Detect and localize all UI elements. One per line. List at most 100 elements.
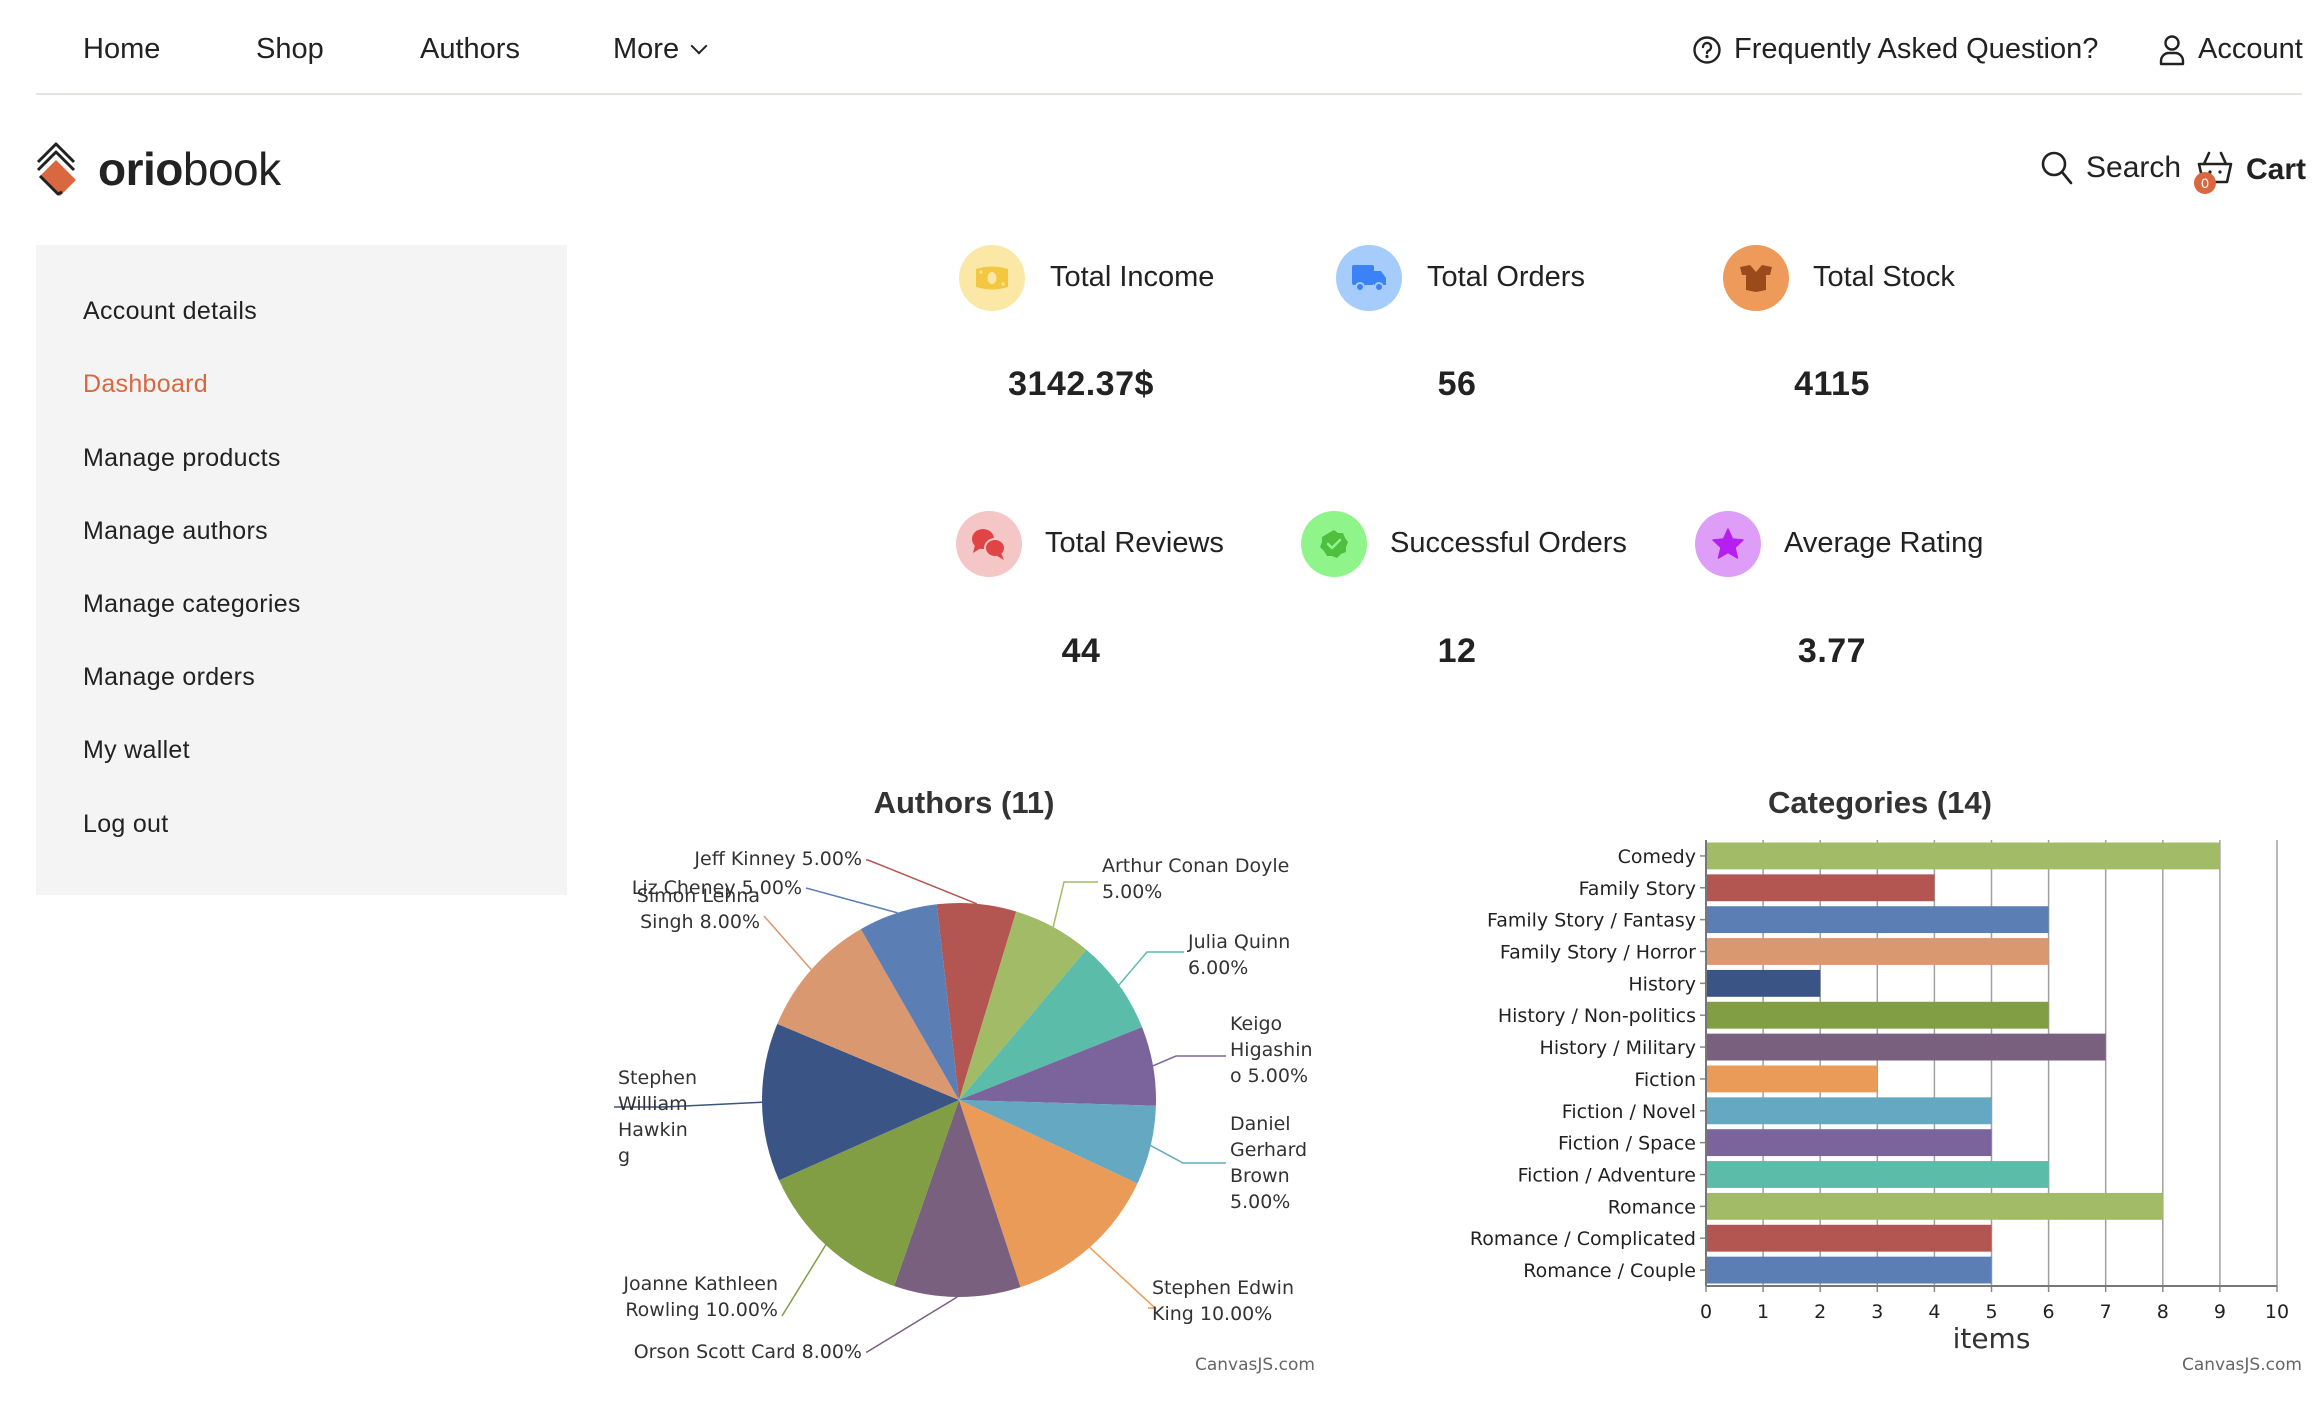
sidebar-item-manage-authors[interactable]: Manage authors <box>83 517 268 545</box>
pie-leader-line <box>1052 881 1098 928</box>
sidebar-item-dashboard[interactable]: Dashboard <box>83 370 209 398</box>
bar-category-label: Fiction / Adventure <box>1518 1165 1696 1187</box>
pie-slice[interactable] <box>959 949 1143 1100</box>
stat-successful-label: Successful Orders <box>1390 527 1627 559</box>
bar-category-label: Comedy <box>1618 846 1696 868</box>
pie-slice-label: Jeff Kinney 5.00% <box>693 848 862 870</box>
pie-leader-line <box>781 1244 827 1317</box>
pie-slice-label: Stephen William Hawkin g <box>618 1067 697 1167</box>
money-icon <box>976 266 1008 290</box>
logo[interactable]: oriobook <box>34 140 281 198</box>
pie-slice-label: Julia Quinn 6.00% <box>1187 931 1290 979</box>
bar[interactable] <box>1706 1161 2049 1188</box>
pie-slice[interactable] <box>779 1100 959 1287</box>
cart-icon-wrap: 0 <box>2194 150 2234 194</box>
nav-home[interactable]: Home <box>83 33 160 66</box>
bar[interactable] <box>1706 1065 1878 1093</box>
search-label: Search <box>2086 151 2182 184</box>
pie-leader-line <box>805 887 898 914</box>
nav-shop[interactable]: Shop <box>256 33 324 66</box>
sidebar-item-manage-categories[interactable]: Manage categories <box>83 590 301 618</box>
pie-chart-credit[interactable]: CanvasJS.com <box>1195 1355 1315 1375</box>
stat-stock-icon-wrap <box>1723 245 1789 311</box>
stat-orders-icon-wrap <box>1336 245 1402 311</box>
pie-slice[interactable] <box>959 1100 1138 1288</box>
nav-authors[interactable]: Authors <box>420 33 520 66</box>
sidebar-item-manage-orders[interactable]: Manage orders <box>83 663 256 691</box>
bar-x-tick-label: 5 <box>1985 1301 1997 1323</box>
logo-text-light: book <box>182 143 281 195</box>
pie-slice[interactable] <box>860 904 959 1100</box>
pie-slice-label: Simon Lehna Singh 8.00% <box>637 885 760 933</box>
pie-leader-line <box>1118 951 1184 986</box>
pie-leader-line <box>763 915 812 971</box>
bar[interactable] <box>1706 1129 1992 1157</box>
pie-slice-label: Joanne Kathleen Rowling 10.00% <box>622 1273 778 1321</box>
bar-category-label: Family Story <box>1579 878 1696 900</box>
stat-orders-label: Total Orders <box>1427 261 1585 293</box>
sidebar-item-my-wallet[interactable]: My wallet <box>83 736 190 764</box>
pie-slice[interactable] <box>777 929 959 1100</box>
bar-category-label: History <box>1628 973 1696 995</box>
stat-reviews-label: Total Reviews <box>1045 527 1224 559</box>
search-button[interactable]: Search <box>2040 150 2181 186</box>
sidebar-item-account-details[interactable]: Account details <box>83 297 258 325</box>
bar[interactable] <box>1706 969 1821 997</box>
bar-category-label: Fiction / Novel <box>1562 1101 1696 1123</box>
bar-chart-credit[interactable]: CanvasJS.com <box>2182 1355 2302 1375</box>
pie-leader-line <box>866 859 978 905</box>
faq-link[interactable]: Frequently Asked Question? <box>1692 33 2098 66</box>
nav-divider <box>36 93 2302 95</box>
bar[interactable] <box>1706 1097 1992 1125</box>
cart-button[interactable]: 0 Cart <box>2194 150 2306 194</box>
account-link[interactable]: Account <box>2158 33 2303 66</box>
bar[interactable] <box>1706 1224 1992 1252</box>
bar-category-label: Fiction / Space <box>1558 1133 1696 1155</box>
nav-more-label: More <box>613 33 680 65</box>
pie-slice-label: Arthur Conan Doyle 5.00% <box>1102 855 1289 903</box>
stat-stock-label: Total Stock <box>1813 261 1955 293</box>
bar[interactable] <box>1706 1192 2163 1220</box>
pie-slice[interactable] <box>762 1023 959 1181</box>
account-label: Account <box>2198 33 2303 65</box>
sidebar-item-log-out[interactable]: Log out <box>83 810 169 838</box>
stat-rating-label: Average Rating <box>1784 527 1984 559</box>
bar-x-tick-label: 6 <box>2043 1301 2055 1323</box>
bar[interactable] <box>1706 1033 2106 1061</box>
bar-x-tick-label: 1 <box>1757 1301 1769 1323</box>
bar-x-tick-label: 4 <box>1928 1301 1940 1323</box>
nav-home-label: Home <box>83 33 161 65</box>
bar-category-label: Family Story / Horror <box>1500 942 1696 964</box>
bar-x-tick-label: 0 <box>1700 1301 1712 1323</box>
pie-slice[interactable] <box>936 903 1017 1100</box>
stat-reviews-value: 44 <box>1061 632 1101 670</box>
stat-income-label: Total Income <box>1050 261 1215 293</box>
bar[interactable] <box>1706 938 2049 965</box>
bar-x-tick-label: 3 <box>1871 1301 1883 1323</box>
stat-successful-value: 12 <box>1437 632 1477 670</box>
pie-slice[interactable] <box>959 911 1087 1100</box>
bar-x-axis-title: items <box>1953 1322 2031 1355</box>
pie-slice[interactable] <box>959 1100 1156 1184</box>
bar-x-tick-label: 10 <box>2265 1301 2289 1323</box>
bar-x-tick-label: 8 <box>2157 1301 2169 1323</box>
nav-authors-label: Authors <box>420 33 520 65</box>
pie-slice[interactable] <box>894 1100 1021 1297</box>
pie-chart-title: Authors (11) <box>873 785 1055 820</box>
sidebar-item-manage-products[interactable]: Manage products <box>83 444 281 472</box>
account-sidebar: Account details Dashboard Manage product… <box>36 245 567 895</box>
bar[interactable] <box>1706 906 2049 934</box>
book-logo-icon <box>36 142 76 196</box>
truck-icon <box>1352 265 1386 292</box>
bar-category-label: Romance / Complicated <box>1470 1228 1696 1250</box>
nav-more-dropdown[interactable]: More <box>613 33 708 66</box>
bar-category-label: Romance / Couple <box>1523 1260 1696 1282</box>
stat-stock-value: 4115 <box>1794 365 1870 403</box>
pie-slice[interactable] <box>959 1027 1156 1106</box>
bar[interactable] <box>1706 874 1935 902</box>
pie-leader-line <box>1150 1144 1226 1164</box>
pie-slice-label: Daniel Gerhard Brown 5.00% <box>1230 1113 1307 1213</box>
bar[interactable] <box>1706 842 2220 870</box>
bar[interactable] <box>1706 1256 1992 1284</box>
bar[interactable] <box>1706 1001 2049 1029</box>
